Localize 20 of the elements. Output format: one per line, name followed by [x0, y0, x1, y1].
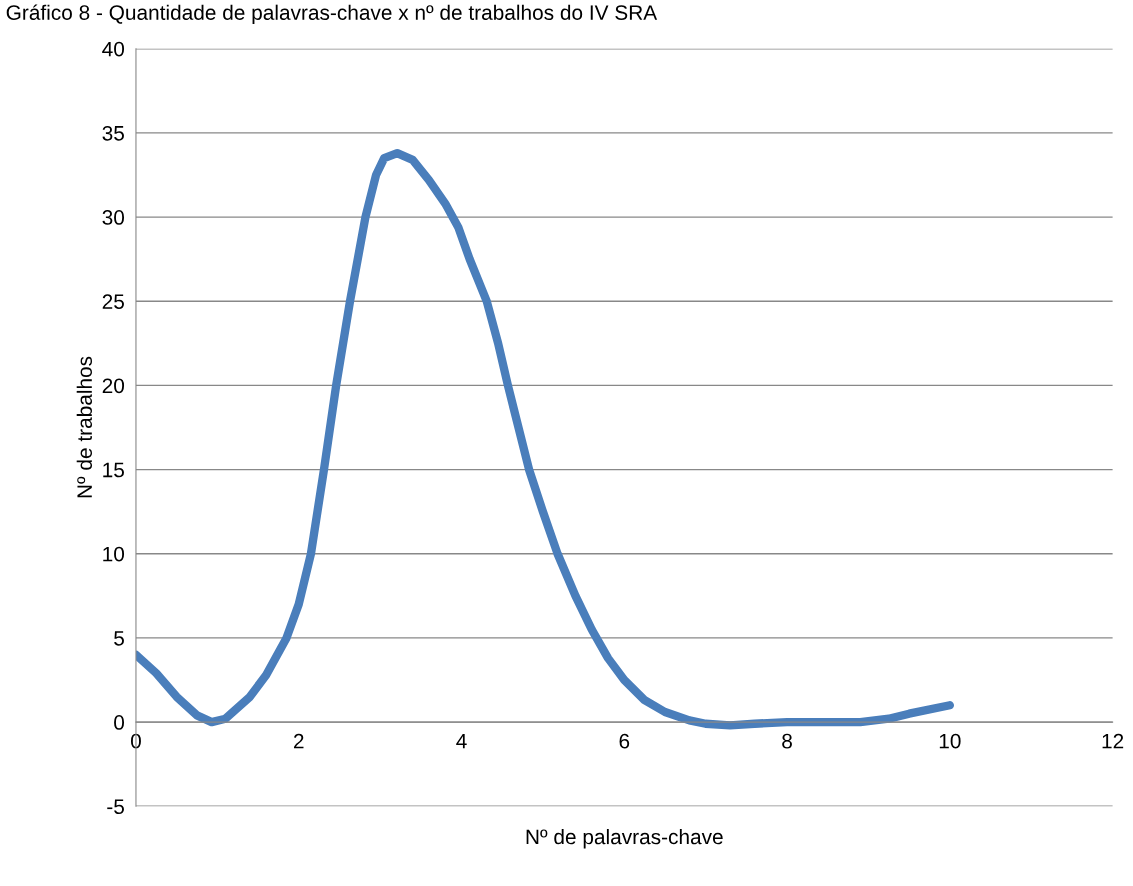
y-tick-label: 25	[102, 294, 124, 309]
x-tick-label: 6	[619, 733, 630, 749]
y-axis-title: Nº de trabalhos	[76, 356, 92, 498]
y-tick-label: 5	[114, 631, 124, 646]
y-tick-label: 30	[102, 210, 125, 225]
y-tick-label: 10	[103, 546, 125, 562]
chart-title: Gráfico 8 - Quantidade de palavras-chave x nº de trabalhos do IV SRA	[6, 4, 658, 25]
x-axis-title: Nº de palavras-chave	[526, 828, 723, 849]
x-tick-label: 8	[782, 733, 792, 749]
y-tick-label: 20	[102, 378, 125, 394]
x-tick-label: 4	[456, 733, 467, 749]
x-tick-label: 0	[130, 733, 141, 749]
x-tick-label: 2	[293, 733, 304, 749]
x-tick-label: 10	[939, 733, 961, 749]
x-tick-label: 12	[1102, 733, 1124, 749]
y-tick-label: 35	[102, 125, 124, 141]
y-tick-label: 40	[102, 41, 125, 57]
y-tick-label: 0	[114, 715, 125, 730]
y-tick-label: -5	[107, 799, 124, 815]
y-tick-label: 15	[103, 462, 124, 478]
